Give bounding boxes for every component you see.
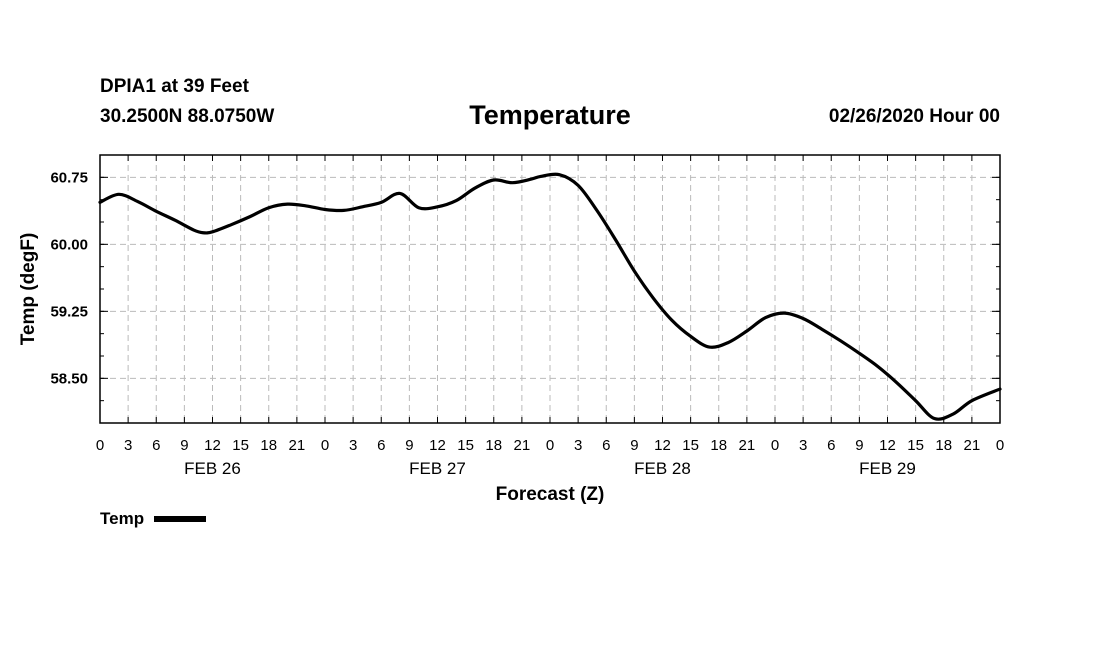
chart-title: Temperature xyxy=(469,100,631,130)
x-tick-label: 9 xyxy=(405,437,413,454)
x-tick-label: 3 xyxy=(349,437,357,454)
x-tick-label: 12 xyxy=(429,437,446,454)
day-label: FEB 26 xyxy=(184,459,241,478)
x-tick-label: 18 xyxy=(260,437,277,454)
x-tick-label: 18 xyxy=(935,437,952,454)
x-tick-label: 12 xyxy=(654,437,671,454)
y-tick-label: 60.00 xyxy=(50,236,88,253)
station-label: DPIA1 at 39 Feet xyxy=(100,76,249,97)
legend-swatch xyxy=(154,516,207,522)
legend: Temp xyxy=(100,509,207,529)
x-tick-label: 21 xyxy=(514,437,531,454)
x-tick-label: 21 xyxy=(964,437,981,454)
y-tick-label: 58.50 xyxy=(50,370,88,387)
issued-time-label: 02/26/2020 Hour 00 xyxy=(828,106,1000,127)
y-tick-label: 60.75 xyxy=(50,169,88,186)
x-tick-label: 15 xyxy=(232,437,249,454)
x-tick-label: 6 xyxy=(827,437,835,454)
y-axis-label: Temp (degF) xyxy=(18,233,39,346)
x-tick-label: 15 xyxy=(457,437,474,454)
x-tick-label: 0 xyxy=(771,437,779,454)
x-tick-label: 15 xyxy=(682,437,699,454)
x-tick-label: 0 xyxy=(321,437,329,454)
x-tick-label: 6 xyxy=(602,437,610,454)
y-tick-label: 59.25 xyxy=(50,303,88,320)
day-labels: FEB 26 FEB 27 FEB 28 FEB 29 xyxy=(184,459,916,478)
plot-frame xyxy=(99,154,1001,424)
x-tick-label: 9 xyxy=(180,437,188,454)
x-tick-label: 9 xyxy=(855,437,863,454)
x-tick-label: 6 xyxy=(152,437,160,454)
x-tick-label: 15 xyxy=(907,437,924,454)
legend-label: Temp xyxy=(100,509,145,528)
x-tick-label: 3 xyxy=(574,437,582,454)
day-label: FEB 29 xyxy=(859,459,916,478)
x-tick-label: 0 xyxy=(996,437,1004,454)
x-tick-label: 18 xyxy=(710,437,727,454)
x-tick-labels: 0 3 6 9 12 15 18 21 0 3 6 9 12 15 18 21 0 3 6 9 12 15 18 21 0 3 6 9… xyxy=(96,437,1004,454)
x-tick-label: 21 xyxy=(739,437,756,454)
y-tick-labels: 58.50 59.25 60.00 60.75 xyxy=(50,169,88,387)
gridlines xyxy=(100,155,1000,423)
x-tick-label: 6 xyxy=(377,437,385,454)
x-tick-label: 18 xyxy=(485,437,502,454)
series-line-temp xyxy=(98,172,1002,421)
x-tick-label: 12 xyxy=(879,437,896,454)
coordinates-label: 30.2500N 88.0750W xyxy=(100,106,275,127)
x-tick-label: 0 xyxy=(546,437,554,454)
x-tick-label: 0 xyxy=(96,437,104,454)
x-tick-label: 12 xyxy=(204,437,221,454)
x-tick-label: 3 xyxy=(124,437,132,454)
x-tick-label: 21 xyxy=(289,437,306,454)
x-tick-label: 9 xyxy=(630,437,638,454)
day-label: FEB 28 xyxy=(634,459,691,478)
x-tick-label: 3 xyxy=(799,437,807,454)
x-axis-label: Forecast (Z) xyxy=(496,484,605,505)
day-label: FEB 27 xyxy=(409,459,466,478)
